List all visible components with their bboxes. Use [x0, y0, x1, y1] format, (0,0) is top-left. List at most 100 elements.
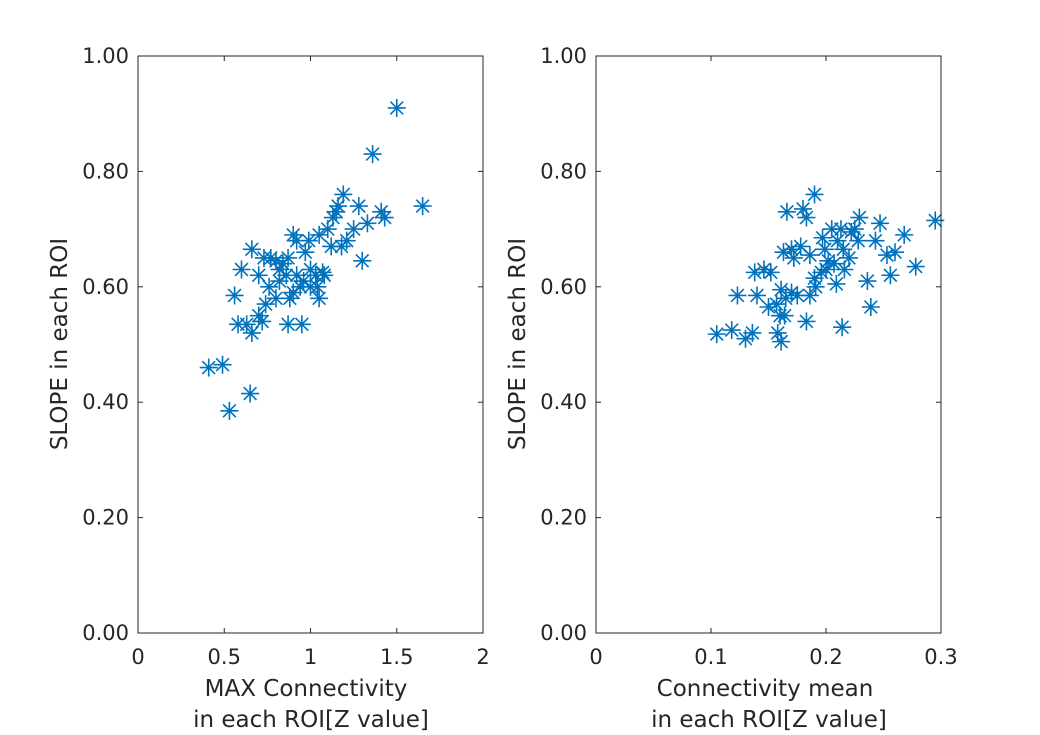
data-point [774, 243, 793, 262]
y-tick-label: 1.00 [82, 44, 129, 68]
y-tick-label: 0.20 [540, 506, 587, 530]
data-point [353, 251, 372, 270]
data-point [413, 197, 432, 216]
y-tick-label: 0.60 [540, 275, 587, 299]
y-tick-label: 1.00 [540, 44, 587, 68]
data-point [800, 246, 819, 265]
data-point [287, 231, 306, 250]
x-axis-label-line-2: in each ROI[Z value] [651, 707, 887, 733]
data-point [292, 315, 311, 334]
data-point [881, 266, 900, 285]
data-point [327, 202, 346, 221]
data-point [777, 202, 796, 221]
data-point [322, 237, 341, 256]
y-axis-label: SLOPE in each ROI [47, 238, 73, 450]
data-point [363, 145, 382, 164]
data-point [199, 358, 218, 377]
data-point [296, 243, 315, 262]
x-axis-label-line-1: MAX Connectivity [205, 676, 408, 702]
data-point [805, 185, 824, 204]
data-point [754, 260, 773, 279]
data-point [310, 225, 329, 244]
axes-box [595, 55, 942, 634]
data-point [256, 295, 275, 314]
axis-ticks: 0 0.1 0.2 0.3 0.00 0.20 0.40 0.60 0.80 1.00 [540, 44, 957, 669]
data-point [833, 318, 852, 337]
data-point [344, 220, 363, 239]
x-tick-label: 0 [131, 645, 144, 669]
data-point [387, 98, 406, 117]
data-point [241, 384, 260, 403]
data-point [375, 208, 394, 227]
data-point [332, 237, 351, 256]
x-tick-label: 0.5 [208, 645, 241, 669]
data-point [845, 220, 864, 239]
y-axis-label: SLOPE in each ROI [505, 238, 531, 450]
data-point [813, 228, 832, 247]
data-point [232, 260, 251, 279]
x-tick-label: 0.3 [924, 645, 957, 669]
data-point [805, 269, 824, 288]
x-tick-label: 0.1 [694, 645, 727, 669]
scatter-panel-connectivity-mean: 0 0.1 0.2 0.3 0.00 0.20 0.40 0.60 0.80 1.00 Conne… [505, 44, 958, 733]
y-tick-label: 0.00 [82, 621, 129, 645]
y-tick-label: 0.40 [82, 390, 129, 414]
data-point [906, 257, 925, 276]
data-point [313, 263, 332, 282]
data-point [784, 248, 803, 267]
data-point [866, 231, 885, 250]
data-point [308, 277, 327, 296]
data-point [728, 286, 747, 305]
data-point [220, 401, 239, 420]
data-point [797, 312, 816, 331]
data-point [284, 283, 303, 302]
data-point [895, 225, 914, 244]
data-point [260, 277, 279, 296]
axis-ticks: 0 0.5 1 1.5 2 0.00 0.20 0.40 0.60 0.80 1.00 [82, 44, 489, 669]
x-axis-label-line-1: Connectivity mean [657, 676, 874, 702]
data-point [213, 355, 232, 374]
data-point [279, 248, 298, 267]
data-point [827, 274, 846, 293]
y-tick-label: 0.20 [82, 506, 129, 530]
data-point [707, 325, 726, 344]
data-point [225, 286, 244, 305]
data-point [242, 240, 261, 259]
data-point [825, 254, 844, 273]
data-point [349, 197, 368, 216]
data-point [791, 237, 810, 256]
data-point [835, 260, 854, 279]
y-tick-label: 0.80 [82, 159, 129, 183]
data-point [722, 321, 741, 340]
data-points [707, 185, 945, 351]
data-point [886, 243, 904, 262]
data-point [279, 315, 298, 334]
x-tick-label: 2 [476, 645, 489, 669]
data-point [926, 211, 945, 230]
data-point [310, 289, 329, 308]
data-point [249, 266, 268, 285]
x-tick-label: 0.2 [809, 645, 842, 669]
y-tick-label: 0.00 [540, 621, 587, 645]
y-tick-label: 0.80 [540, 159, 587, 183]
data-point [748, 286, 766, 305]
x-axis-label-line-2: in each ROI[Z value] [193, 707, 429, 733]
data-point [772, 332, 791, 351]
data-point [358, 214, 377, 233]
x-tick-label: 0 [589, 645, 602, 669]
data-point [834, 240, 853, 259]
y-tick-label: 0.40 [540, 390, 587, 414]
data-point [761, 263, 780, 282]
data-point [849, 231, 868, 250]
data-point [237, 315, 256, 334]
data-point [743, 323, 762, 342]
data-point [797, 208, 816, 227]
data-point [877, 246, 896, 265]
x-tick-label: 1 [304, 645, 317, 669]
data-point [242, 323, 261, 342]
data-point [871, 214, 890, 233]
data-point [767, 295, 786, 314]
data-point [267, 289, 285, 308]
